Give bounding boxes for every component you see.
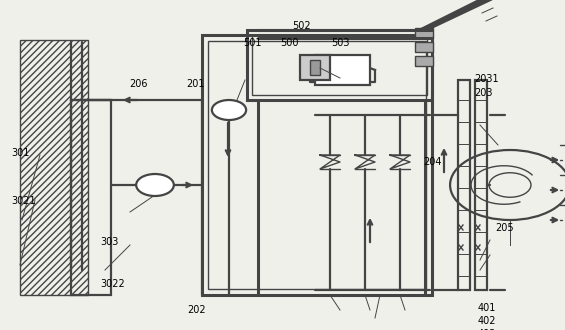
Text: 2031: 2031 xyxy=(475,74,499,84)
Circle shape xyxy=(136,174,174,196)
Bar xyxy=(300,55,330,80)
Bar xyxy=(315,55,370,85)
Text: 3022: 3022 xyxy=(101,280,125,289)
Bar xyxy=(458,80,470,290)
Text: 401: 401 xyxy=(477,303,496,313)
Text: 301: 301 xyxy=(11,148,30,158)
Text: 205: 205 xyxy=(495,223,514,233)
Text: 202: 202 xyxy=(188,305,206,315)
Text: 500: 500 xyxy=(280,38,299,48)
Text: 3021: 3021 xyxy=(11,196,36,206)
Text: 502: 502 xyxy=(293,21,311,31)
Text: 204: 204 xyxy=(424,157,442,167)
Bar xyxy=(252,35,427,95)
Bar xyxy=(20,40,88,295)
Bar xyxy=(415,56,433,66)
Bar xyxy=(475,80,487,290)
Bar xyxy=(415,42,433,52)
Text: 206: 206 xyxy=(129,79,147,89)
Text: 501: 501 xyxy=(243,38,262,48)
Bar xyxy=(247,30,432,100)
Bar xyxy=(208,41,426,289)
Text: 503: 503 xyxy=(331,38,350,48)
Bar xyxy=(415,28,433,38)
Circle shape xyxy=(212,100,246,120)
Bar xyxy=(310,60,320,75)
Bar xyxy=(202,35,432,295)
Text: 402: 402 xyxy=(477,316,496,326)
Bar xyxy=(71,100,111,295)
Text: 201: 201 xyxy=(186,79,205,89)
Text: 403: 403 xyxy=(477,329,496,330)
Text: 203: 203 xyxy=(475,88,493,98)
Text: 303: 303 xyxy=(101,237,119,247)
